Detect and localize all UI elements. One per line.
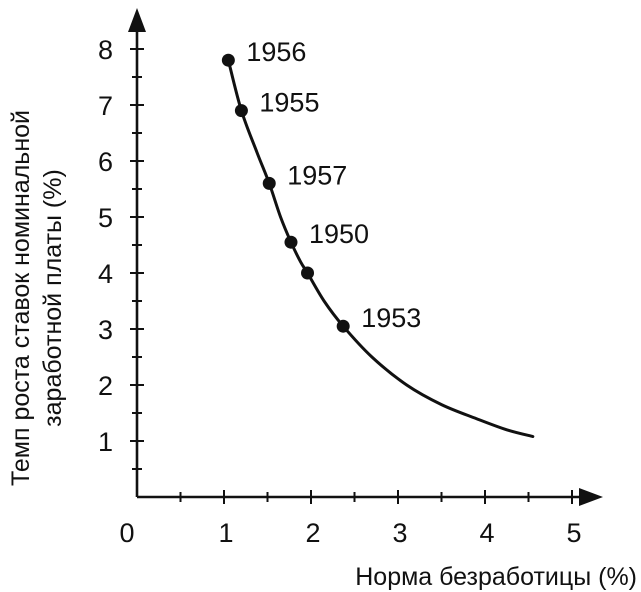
data-point-label: 1955 (259, 88, 319, 118)
x-tick-label: 5 (566, 518, 581, 548)
phillips-curve-line (226, 58, 535, 439)
data-point (221, 53, 235, 67)
x-tick-label: 1 (218, 518, 233, 548)
y-ticks: 1 2 3 4 5 6 7 8 (98, 35, 144, 470)
y-tick-label: 3 (98, 315, 113, 345)
y-tick-label: 4 (98, 259, 113, 289)
x-tick-label: 4 (479, 518, 494, 548)
x-tick-label: 0 (119, 518, 134, 548)
data-point-label: 1956 (246, 37, 306, 67)
data-point (336, 319, 350, 333)
y-tick-label: 5 (98, 203, 113, 233)
data-point (262, 176, 276, 190)
x-tick-label: 3 (392, 518, 407, 548)
point-labels: 1956 1955 1957 1950 1953 (246, 37, 421, 333)
x-ticks: 0 1 2 3 4 5 (119, 490, 582, 548)
y-tick-label: 2 (98, 371, 113, 401)
data-point (301, 266, 315, 280)
data-point-label: 1957 (287, 160, 347, 190)
x-axis-title: Норма безработицы (%) (355, 563, 637, 591)
y-tick-label: 1 (98, 427, 113, 457)
data-points (221, 53, 350, 333)
y-tick-label: 6 (98, 147, 113, 177)
y-axis-title-line-1: Темп роста ставок номинальной (7, 110, 35, 486)
x-axis (137, 488, 603, 506)
data-point (284, 235, 298, 249)
data-point-label: 1953 (361, 303, 421, 333)
y-axis-arrow (128, 8, 146, 32)
y-axis-title-line-2: заработной платы (%) (39, 169, 67, 427)
y-tick-label: 8 (98, 35, 113, 65)
x-tick-label: 2 (305, 518, 320, 548)
y-axis (128, 8, 146, 497)
data-point-label: 1950 (309, 219, 369, 249)
data-point (234, 104, 248, 118)
x-axis-arrow (579, 488, 603, 506)
y-tick-label: 7 (98, 91, 113, 121)
